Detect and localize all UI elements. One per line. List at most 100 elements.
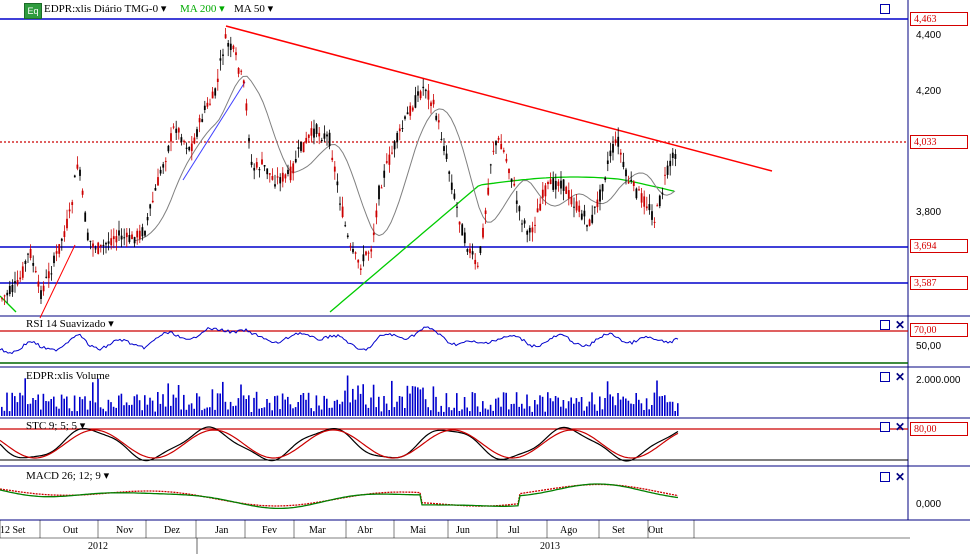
volume-bar [284, 399, 286, 416]
candle-body [523, 220, 526, 224]
volume-bar [79, 396, 81, 416]
volume-bar [151, 400, 154, 416]
volume-bar [144, 395, 146, 416]
stochastic-label[interactable]: STC 9; 5; 5 ▾ [26, 420, 85, 433]
ma200-text: MA 200 [180, 3, 217, 15]
candle-body [638, 189, 640, 191]
volume-bar [346, 375, 349, 416]
candle-body [596, 199, 599, 208]
symbol-dropdown-icon[interactable]: ▾ [158, 3, 167, 15]
candle-body [133, 237, 136, 244]
candle-body [289, 166, 292, 181]
close-stochastic-icon[interactable]: ✕ [895, 420, 906, 434]
volume-bar [383, 396, 385, 416]
candle-body [398, 128, 401, 132]
volume-bar [515, 392, 518, 416]
macd-label[interactable]: MACD 26; 12; 9 ▾ [26, 470, 109, 483]
volume-bar [344, 390, 346, 416]
candle-body [544, 185, 547, 197]
volume-bar [573, 403, 575, 416]
volume-bar [326, 398, 328, 416]
candle-body [320, 140, 323, 141]
candle-body [401, 128, 404, 129]
symbol-text: EDPR:xlis Diário TMG-0 [44, 3, 159, 15]
stochastic-dropdown-icon[interactable]: ▾ [77, 420, 86, 432]
volume-bar [359, 393, 362, 416]
candle-body [482, 227, 484, 238]
maximize-macd-icon[interactable] [880, 472, 890, 482]
volume-bar [539, 395, 541, 416]
candle-body [315, 124, 318, 134]
rsi-dropdown-icon[interactable]: ▾ [105, 318, 114, 330]
candle-body [567, 190, 570, 199]
month-label: Dez [164, 525, 181, 536]
candle-body [123, 237, 126, 239]
candle-body [474, 259, 477, 265]
trendline [225, 25, 773, 172]
candle-body [565, 186, 568, 194]
price-box-4033: 4,033 [910, 135, 968, 149]
ma50-label[interactable]: MA 50 ▾ [234, 3, 273, 16]
volume-bar [469, 411, 471, 416]
volume-label[interactable]: EDPR:xlis Volume [26, 370, 110, 382]
volume-bar [674, 411, 676, 416]
symbol-label[interactable]: EDPR:xlis Diário TMG-0 ▾ [44, 3, 166, 16]
candle-body [224, 34, 227, 39]
close-volume-icon[interactable]: ✕ [895, 370, 906, 384]
ma200-dropdown-icon[interactable]: ▾ [216, 3, 225, 15]
volume-bar [253, 397, 255, 416]
candle-body [411, 107, 414, 111]
volume-bar [193, 408, 195, 416]
candle-body [518, 206, 521, 212]
ma200-label[interactable]: MA 200 ▾ [180, 3, 225, 16]
volume-bar [479, 411, 481, 416]
volume-bar [357, 385, 359, 416]
volume-bar [177, 385, 180, 416]
candle-body [417, 91, 419, 96]
close-macd-icon[interactable]: ✕ [895, 470, 906, 484]
candle-body [505, 158, 508, 162]
candle-body [279, 177, 282, 184]
rsi-label[interactable]: RSI 14 Suavizado ▾ [26, 318, 114, 331]
candle-body [432, 99, 435, 105]
candle-body [261, 159, 263, 165]
candle-body [94, 248, 97, 250]
candle-body [424, 89, 427, 92]
volume-bar [671, 401, 674, 416]
equity-badge[interactable]: Eq [24, 3, 42, 19]
candle-body [549, 179, 552, 184]
volume-bar [58, 408, 60, 416]
volume-bar [206, 407, 208, 416]
volume-bar [203, 408, 206, 416]
candle-body [578, 205, 581, 212]
close-rsi-icon[interactable]: ✕ [895, 318, 906, 332]
volume-bar [458, 411, 461, 416]
volume-bar [258, 408, 260, 416]
volume-bar [466, 407, 468, 416]
volume-bar [170, 405, 172, 416]
volume-bar [250, 412, 253, 416]
candle-body [495, 141, 497, 146]
volume-bar [474, 393, 476, 416]
volume-bar [120, 393, 123, 416]
volume-bar [292, 408, 294, 416]
volume-bar [40, 409, 42, 416]
maximize-icon[interactable] [880, 4, 890, 14]
maximize-stochastic-icon[interactable] [880, 422, 890, 432]
maximize-rsi-icon[interactable] [880, 320, 890, 330]
macd-dropdown-icon[interactable]: ▾ [100, 470, 110, 482]
volume-bar [367, 407, 370, 416]
volume-bar [417, 387, 419, 416]
volume-bar [427, 407, 429, 416]
ma50-dropdown-icon[interactable]: ▾ [264, 3, 274, 15]
volume-bar [211, 389, 214, 416]
volume-bar [401, 396, 403, 416]
candle-body [177, 128, 180, 133]
candle-body [375, 210, 378, 218]
volume-bar [586, 406, 588, 416]
volume-bar [411, 386, 414, 416]
maximize-volume-icon[interactable] [880, 372, 890, 382]
